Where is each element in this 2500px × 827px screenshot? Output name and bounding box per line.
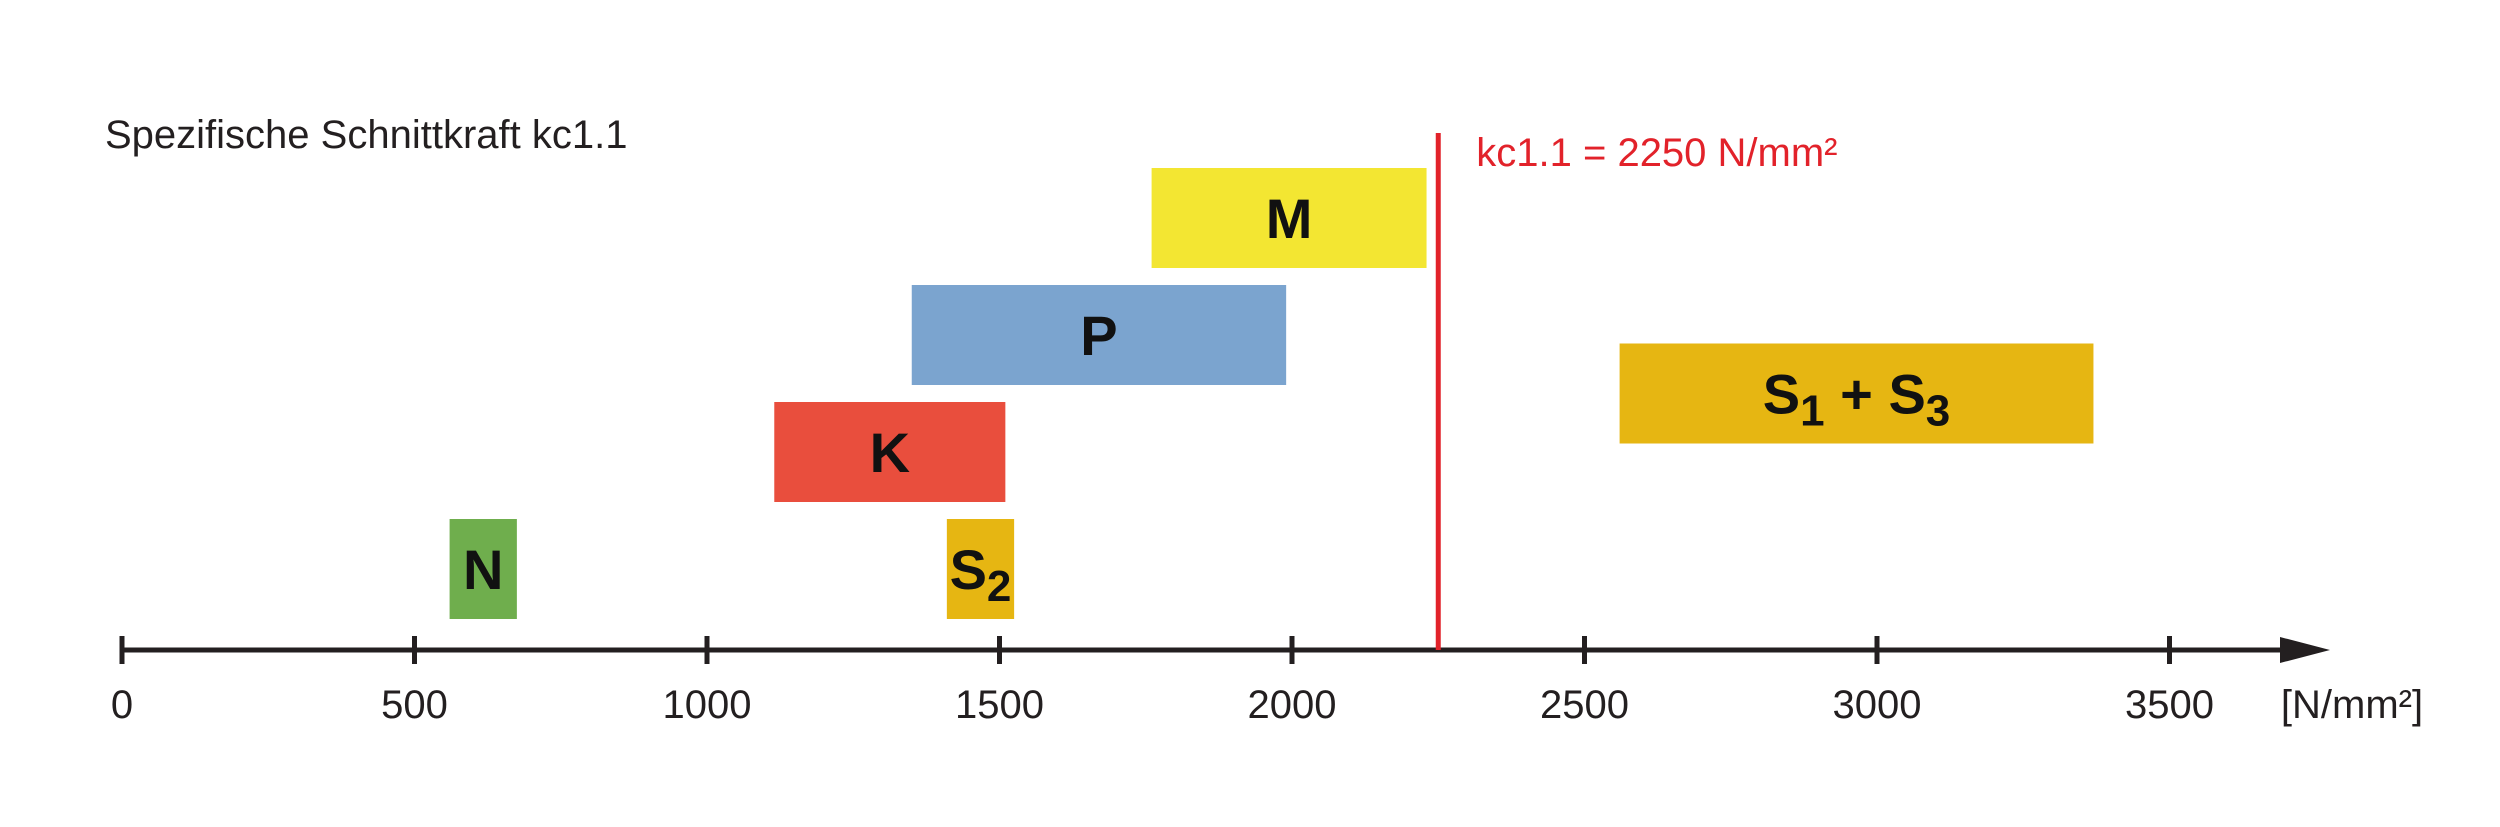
x-axis-arrowhead [2280, 637, 2330, 663]
bar-group-s2: S2 [946, 519, 1015, 619]
x-tick-label-3500: 3500 [2125, 683, 2214, 727]
x-tick-label-3000: 3000 [1833, 683, 1922, 727]
bar-s2 [946, 519, 1015, 619]
bar-n [449, 519, 517, 619]
x-axis-unit-label: [N/mm²] [2281, 683, 2423, 727]
bar-group-p: P [911, 285, 1287, 385]
bar-label-s13: S1 + S3 [1763, 363, 1951, 436]
bar-k [774, 402, 1006, 502]
bar-group-m: M [1151, 168, 1427, 268]
x-tick-label-1500: 1500 [955, 683, 1044, 727]
bar-s13 [1619, 343, 2094, 444]
bar-group-s13: S1 + S3 [1619, 343, 2094, 444]
x-tick-label-500: 500 [381, 683, 448, 727]
x-tick-label-0: 0 [111, 683, 133, 727]
x-tick-label-1000: 1000 [663, 683, 752, 727]
bar-label-k: K [870, 421, 910, 484]
chart-title: Spezifische Schnittkraft kc1.1 [105, 113, 627, 157]
bar-group-k: K [774, 402, 1006, 502]
reference-line-group: kc1.1 = 2250 N/mm² [1435, 131, 1838, 650]
bar-group-n: N [449, 519, 517, 619]
bar-m [1151, 168, 1427, 268]
bars-layer: M P S1 + S3 K N S2 [449, 168, 2094, 619]
reference-line-label: kc1.1 = 2250 N/mm² [1476, 131, 1837, 175]
bar-p [911, 285, 1287, 385]
x-tick-label-2000: 2000 [1248, 683, 1337, 727]
bar-label-m: M [1266, 187, 1313, 250]
bar-label-p: P [1080, 304, 1117, 367]
bar-label-n: N [463, 538, 503, 601]
x-axis: 0 500 1000 1500 2000 2500 3000 3500 [N/mm²] [111, 636, 2423, 727]
x-tick-label-2500: 2500 [1540, 683, 1629, 727]
